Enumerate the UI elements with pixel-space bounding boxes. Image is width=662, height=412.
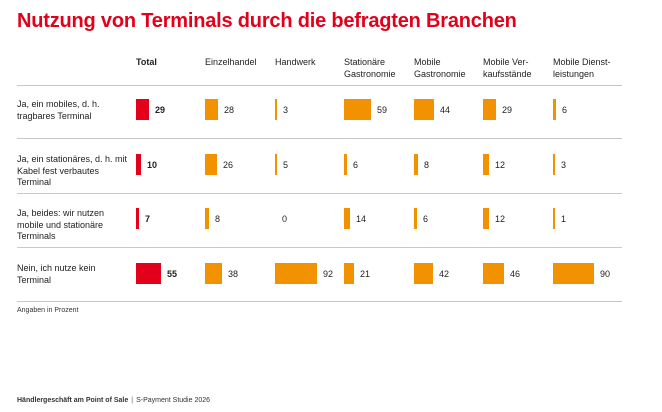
sector-bar — [205, 263, 222, 284]
sector-bar — [553, 208, 555, 229]
value-label: 0 — [282, 214, 288, 224]
row-label-2: Ja, beides: wir nutzen mobile und statio… — [17, 208, 105, 241]
value-label: 92 — [323, 269, 334, 279]
sector-bar — [483, 208, 489, 229]
value-label: 38 — [228, 269, 239, 279]
value-label: 29 — [155, 105, 166, 115]
value-label: 3 — [283, 105, 289, 115]
column-header-5: Mobile Ver-kaufsstände — [483, 57, 532, 79]
sector-bar — [344, 154, 347, 175]
value-label: 6 — [423, 214, 429, 224]
column-header-3: Stationäre Gastronomie — [344, 57, 396, 79]
sector-bar — [414, 263, 433, 284]
footer-separator: | — [131, 397, 134, 404]
sector-bar — [414, 208, 417, 229]
sector-bar — [553, 154, 555, 175]
value-label: 7 — [145, 214, 151, 224]
value-label: 10 — [147, 160, 158, 170]
value-label: 12 — [495, 214, 506, 224]
row-label-1: Ja, ein stationäres, d. h. mit Kabel fes… — [17, 154, 128, 187]
row-divider — [17, 138, 622, 139]
value-label: 29 — [502, 105, 513, 115]
value-label: 42 — [439, 269, 450, 279]
sector-bar — [483, 263, 504, 284]
sector-bar — [275, 154, 277, 175]
footer-source: Händlergeschäft am Point of Sale | S-Payme… — [17, 397, 210, 404]
sector-bar — [275, 263, 317, 284]
sector-bar — [483, 154, 489, 175]
footer-study-name: S-Payment Studie 2026 — [136, 397, 211, 404]
value-label: 3 — [561, 160, 567, 170]
unit-note: Angaben in Prozent — [17, 307, 79, 314]
value-label: 59 — [377, 105, 388, 115]
value-label: 12 — [495, 160, 506, 170]
chart-title: Nutzung von Terminals durch die befragte… — [17, 10, 517, 32]
value-label: 28 — [224, 105, 235, 115]
value-label: 6 — [562, 105, 568, 115]
row-label-3: Nein, ich nutze kein Terminal — [17, 263, 96, 285]
value-label: 46 — [510, 269, 521, 279]
value-label: 6 — [353, 160, 359, 170]
total-bar — [136, 99, 149, 120]
column-header-2: Handwerk — [275, 57, 316, 67]
footer-study-title: Händlergeschäft am Point of Sale — [17, 397, 129, 404]
sector-bar — [344, 208, 350, 229]
sector-bar — [205, 154, 217, 175]
sector-bar — [205, 99, 218, 120]
sector-bar — [414, 154, 418, 175]
sector-bar — [553, 263, 594, 284]
column-header-0: Total — [136, 57, 157, 67]
value-label: 90 — [600, 269, 611, 279]
row-divider — [17, 193, 622, 194]
value-label: 1 — [561, 214, 567, 224]
sector-bar — [483, 99, 496, 120]
row-divider — [17, 301, 622, 302]
row-divider — [17, 247, 622, 248]
column-header-4: Mobile Gastronomie — [414, 57, 466, 79]
value-label: 8 — [215, 214, 221, 224]
total-bar — [136, 154, 141, 175]
total-bar — [136, 208, 139, 229]
sector-bar — [275, 99, 277, 120]
value-label: 55 — [167, 269, 178, 279]
sector-bar — [553, 99, 556, 120]
column-header-6: Mobile Dienst-leistungen — [553, 57, 611, 79]
value-label: 21 — [360, 269, 371, 279]
value-label: 5 — [283, 160, 289, 170]
sector-bar — [344, 263, 354, 284]
row-label-0: Ja, ein mobiles, d. h. tragbares Termina… — [17, 99, 100, 121]
sector-bar — [205, 208, 209, 229]
sector-bar — [414, 99, 434, 120]
column-header-1: Einzelhandel — [205, 57, 257, 67]
value-label: 8 — [424, 160, 430, 170]
value-label: 44 — [440, 105, 451, 115]
value-label: 14 — [356, 214, 367, 224]
total-bar — [136, 263, 161, 284]
sector-bar — [344, 99, 371, 120]
row-divider — [17, 85, 622, 86]
value-label: 26 — [223, 160, 234, 170]
